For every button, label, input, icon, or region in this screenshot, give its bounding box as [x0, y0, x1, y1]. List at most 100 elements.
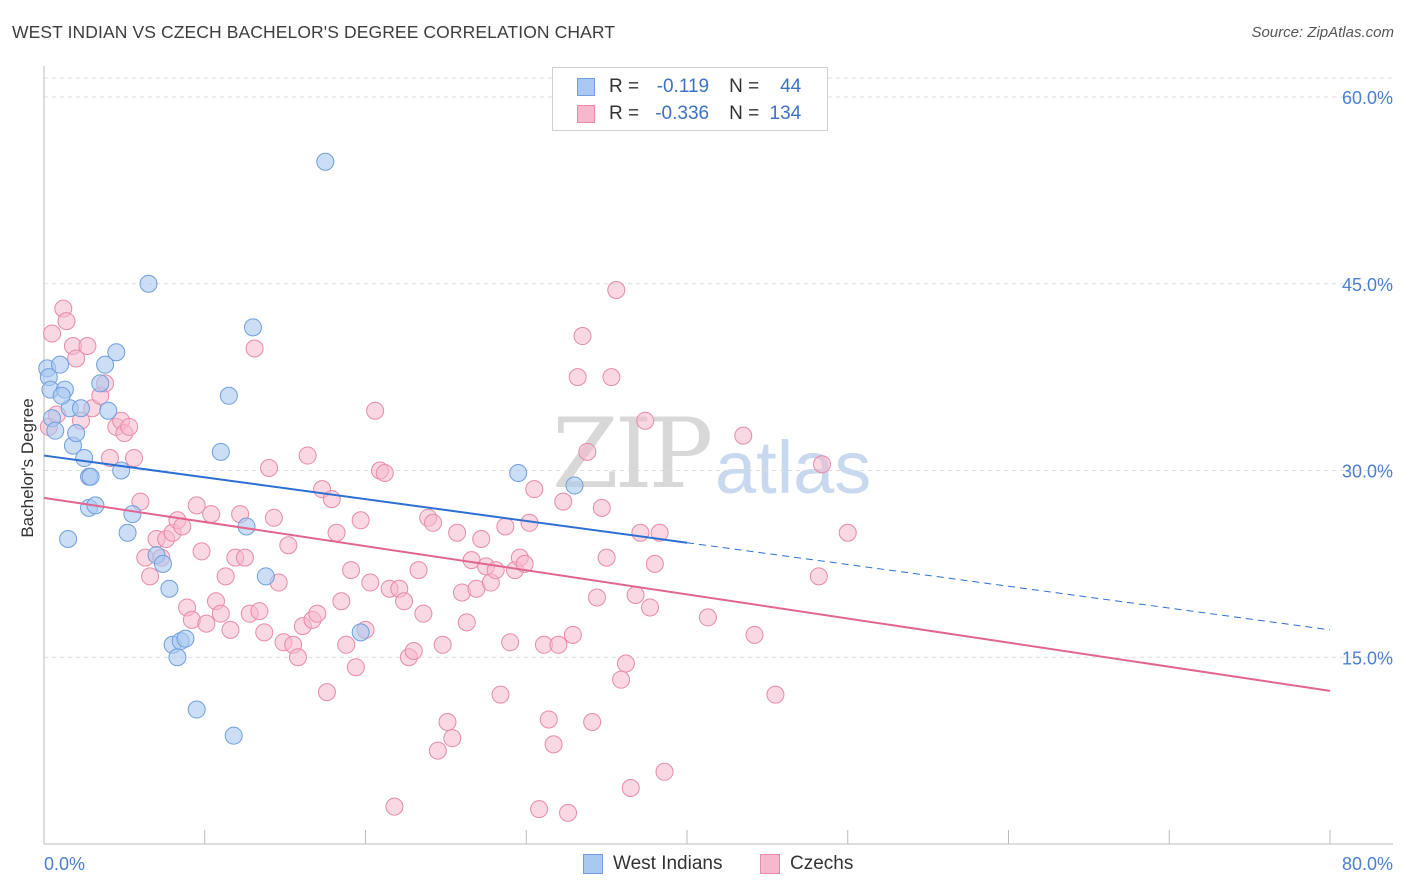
- czech-point: [573, 327, 592, 346]
- czech-point: [443, 729, 462, 748]
- west-indians-label: West Indians: [613, 853, 723, 874]
- czechs-trend-line: [43, 496, 1331, 692]
- czech-point: [125, 449, 144, 468]
- west-indian-point: [51, 355, 70, 374]
- czech-point: [245, 339, 264, 358]
- west-indian-point: [75, 449, 94, 468]
- west-indian-point: [243, 318, 262, 337]
- czech-point: [216, 567, 235, 586]
- czech-point: [67, 349, 86, 368]
- west-indian-point: [176, 629, 195, 648]
- czech-point: [491, 685, 510, 704]
- chart-title: WEST INDIAN VS CZECH BACHELOR'S DEGREE C…: [12, 22, 616, 42]
- czech-point: [414, 604, 433, 623]
- czech-point: [501, 633, 520, 652]
- czechs-swatch: [577, 105, 595, 123]
- west-indians-trend-solid: [43, 454, 688, 544]
- y-tick-label: 30.0%: [1342, 462, 1393, 482]
- legend-n-label: N =: [729, 76, 760, 97]
- czech-point: [197, 614, 216, 633]
- west-indians-points: [38, 152, 584, 745]
- czech-point: [288, 648, 307, 667]
- czech-point: [260, 459, 279, 478]
- czech-point: [404, 642, 423, 661]
- czech-point: [734, 426, 753, 445]
- czech-point: [544, 735, 563, 754]
- west-indian-point: [168, 648, 187, 667]
- czech-point: [813, 455, 832, 474]
- czech-point: [187, 496, 206, 515]
- czech-point: [549, 635, 568, 654]
- west-indian-point: [316, 152, 335, 171]
- czech-point: [578, 442, 597, 461]
- czech-point: [515, 554, 534, 573]
- czech-point: [375, 463, 394, 482]
- czech-point: [433, 635, 452, 654]
- czech-point: [78, 337, 97, 355]
- west-indian-point: [139, 274, 158, 293]
- czech-point: [100, 449, 119, 468]
- czech-point: [202, 505, 221, 524]
- west-indian-point: [81, 467, 100, 486]
- west-indian-point: [99, 401, 118, 420]
- czech-point: [554, 492, 573, 511]
- czech-point: [366, 401, 385, 420]
- west-indian-point: [219, 386, 238, 405]
- czech-point: [457, 613, 476, 632]
- czech-point: [698, 608, 717, 627]
- legend-n-value: 44: [780, 76, 802, 97]
- czech-point: [385, 797, 404, 816]
- czech-point: [563, 625, 582, 644]
- correlation-legend: R = -0.119 N = 44 R = -0.336 N = 134: [552, 67, 828, 131]
- czech-point: [655, 762, 674, 781]
- west-indian-point: [118, 523, 137, 542]
- czech-point: [568, 368, 587, 387]
- west-indian-point: [187, 700, 206, 719]
- legend-row-west-indians: R = -0.119 N = 44: [577, 74, 801, 100]
- y-tick-label: 15.0%: [1342, 648, 1393, 668]
- czech-point: [361, 573, 380, 592]
- legend-r-label: R =: [609, 76, 640, 97]
- west-indian-point: [509, 463, 528, 482]
- czech-point: [621, 778, 640, 797]
- czech-point: [438, 712, 457, 731]
- czech-point: [255, 623, 274, 642]
- czech-point: [211, 604, 230, 623]
- czech-point: [221, 620, 240, 639]
- czech-point: [645, 554, 664, 573]
- legend-r-label: R =: [609, 103, 640, 124]
- west-indians-swatch: [577, 78, 595, 96]
- czech-point: [192, 542, 211, 561]
- czech-point: [141, 567, 160, 586]
- czech-point: [424, 513, 443, 532]
- czech-point: [43, 324, 62, 343]
- czech-point: [631, 523, 650, 542]
- axes: [43, 66, 1393, 845]
- x-tick-label-min: 0.0%: [44, 854, 85, 874]
- czech-point: [626, 586, 645, 604]
- czech-point: [308, 604, 327, 623]
- czechs-label: Czechs: [790, 853, 854, 874]
- czech-point: [337, 635, 356, 654]
- trend-lines: [43, 454, 1331, 692]
- czech-point: [607, 280, 626, 299]
- west-indians-swatch: [583, 854, 603, 874]
- y-axis-title: Bachelor's Degree: [18, 398, 37, 537]
- x-tick-label-max: 80.0%: [1342, 854, 1393, 874]
- west-indian-point: [256, 567, 275, 586]
- czech-point: [592, 498, 611, 517]
- czech-point: [346, 658, 365, 677]
- czech-point: [279, 536, 298, 555]
- west-indian-point: [71, 399, 90, 418]
- west-indian-point: [67, 424, 86, 443]
- czechs-points: [39, 280, 857, 822]
- west-indian-point: [96, 355, 115, 374]
- czech-point: [264, 508, 283, 527]
- legend-row-czechs: R = -0.336 N = 134: [577, 101, 801, 127]
- czech-point: [587, 588, 606, 607]
- czech-point: [173, 517, 192, 536]
- czech-point: [472, 529, 491, 548]
- czech-point: [636, 411, 655, 430]
- west-indian-point: [123, 505, 142, 524]
